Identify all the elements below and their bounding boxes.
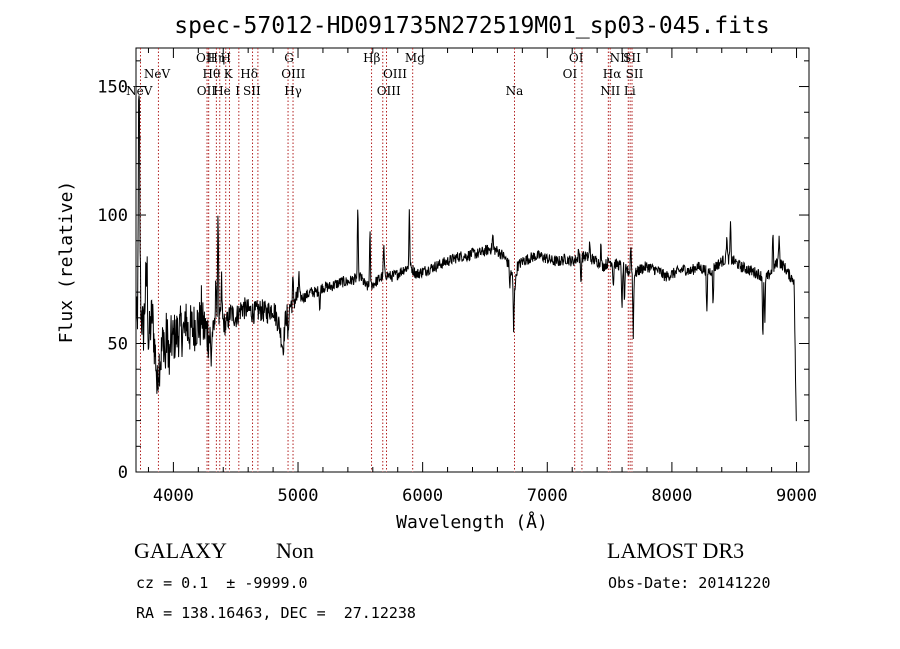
x-tick-label: 4000 (153, 486, 194, 506)
marker-label: Hα (603, 67, 622, 81)
marker-labels: NeVNeVOIIOIIHηHθHHeKIHδSIIGOIIIHγHβOIIIO… (126, 51, 644, 98)
survey-name: LAMOST DR3 (607, 538, 744, 564)
chart-title: spec-57012-HD091735N272519M01_sp03-045.f… (174, 13, 769, 39)
x-tick-label: 6000 (402, 486, 443, 506)
y-tick-label: 150 (97, 78, 128, 98)
x-axis-label: Wavelength (Å) (396, 511, 548, 533)
spectrum-line (136, 95, 796, 421)
marker-label: Na (506, 84, 524, 98)
marker-label: H (220, 51, 230, 65)
marker-label: OIII (281, 67, 305, 81)
x-tick-label: 9000 (776, 486, 817, 506)
redshift-cz: cz = 0.1 ± -9999.0 (136, 574, 308, 592)
marker-label: K (224, 67, 234, 81)
y-tick-label: 50 (108, 335, 128, 355)
plot-frame (136, 48, 809, 472)
x-tick-label: 5000 (278, 486, 319, 506)
marker-label: NII (600, 84, 620, 98)
x-tick-label: 8000 (651, 486, 692, 506)
marker-label: Hγ (284, 84, 302, 98)
x-tick-label: 7000 (527, 486, 568, 506)
marker-label: G (284, 51, 294, 65)
ra-dec: RA = 138.16463, DEC = 27.12238 (136, 604, 416, 622)
marker-label: OI (569, 51, 584, 65)
marker-label: Li (624, 84, 636, 98)
marker-label: OIII (383, 67, 407, 81)
y-tick-label: 0 (118, 463, 128, 483)
y-axis-label: Flux (relative) (56, 181, 77, 344)
marker-label: Hβ (363, 51, 380, 65)
marker-label: NeV (144, 67, 171, 81)
marker-label: He (213, 84, 231, 98)
marker-label: SII (623, 51, 641, 65)
marker-label: I (235, 84, 240, 98)
marker-lines (140, 48, 632, 472)
marker-label: OI (563, 67, 578, 81)
marker-label: Hδ (240, 67, 258, 81)
marker-label: Hθ (203, 67, 221, 81)
marker-label: SII (243, 84, 261, 98)
y-tick-label: 100 (97, 206, 128, 226)
object-type: GALAXY (134, 538, 227, 564)
x-axis-ticks: 4000 5000 6000 7000 8000 9000 (148, 48, 817, 506)
marker-label: OIII (377, 84, 401, 98)
object-subclass: Non (276, 538, 314, 564)
obs-date: Obs-Date: 20141220 (608, 574, 771, 592)
marker-label: SII (626, 67, 644, 81)
